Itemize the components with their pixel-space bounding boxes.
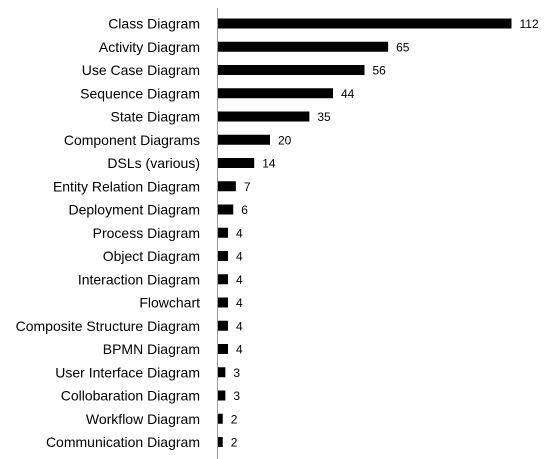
bar (217, 344, 228, 354)
bar (217, 274, 228, 285)
bar (217, 297, 228, 308)
value-label: 4 (236, 343, 243, 357)
value-label: 3 (233, 389, 240, 403)
category-label: Workflow Diagram (86, 411, 200, 427)
bar (217, 41, 389, 52)
value-label: 4 (236, 296, 243, 310)
bar (217, 65, 365, 75)
bar (217, 134, 270, 145)
bar (217, 437, 223, 447)
value-label: 112 (520, 17, 539, 31)
category-label: Component Diagrams (64, 132, 200, 148)
value-label: 20 (278, 133, 292, 147)
bar (217, 227, 228, 238)
bar (217, 18, 512, 29)
category-label: Deployment Diagram (69, 202, 201, 218)
value-label: 56 (373, 64, 387, 78)
bar (217, 158, 255, 168)
value-label: 4 (236, 319, 243, 333)
value-label: 3 (233, 366, 240, 380)
bar (217, 181, 236, 192)
category-label: Interaction Diagram (78, 271, 200, 287)
category-label: State Diagram (111, 109, 200, 125)
bar (217, 320, 228, 331)
bar (217, 111, 310, 122)
value-label: 44 (341, 87, 355, 101)
value-label: 2 (231, 436, 238, 450)
value-label: 4 (236, 273, 243, 287)
bar (217, 413, 223, 424)
category-label: Communication Diagram (46, 434, 200, 450)
value-label: 65 (396, 40, 410, 54)
category-label: Use Case Diagram (82, 62, 200, 78)
category-labels: Class Diagram Activity Diagram Use Case Di… (16, 16, 201, 451)
category-label: Composite Structure Diagram (16, 318, 200, 334)
category-label: Object Diagram (103, 248, 200, 264)
bar-group (217, 18, 512, 447)
category-label: BPMN Diagram (103, 341, 200, 357)
category-label: Collobaration Diagram (61, 388, 200, 404)
category-label: Sequence Diagram (80, 85, 200, 101)
bar (217, 390, 226, 401)
value-label: 14 (262, 157, 276, 171)
category-label: Process Diagram (93, 225, 200, 241)
bar (217, 367, 226, 378)
bar (217, 251, 228, 261)
category-label: Class Diagram (108, 16, 200, 32)
category-label: Activity Diagram (99, 39, 200, 55)
category-label: Entity Relation Diagram (53, 178, 200, 194)
value-label: 35 (317, 110, 331, 124)
category-label: User Interface Diagram (55, 364, 200, 380)
value-label: 6 (241, 203, 248, 217)
category-label: DSLs (various) (107, 155, 200, 171)
value-label: 4 (236, 250, 243, 264)
bar (217, 88, 333, 99)
value-label: 4 (236, 226, 243, 240)
value-label: 7 (244, 180, 251, 194)
value-label: 2 (231, 412, 238, 426)
bar (217, 204, 234, 215)
category-label: Flowchart (139, 295, 200, 311)
